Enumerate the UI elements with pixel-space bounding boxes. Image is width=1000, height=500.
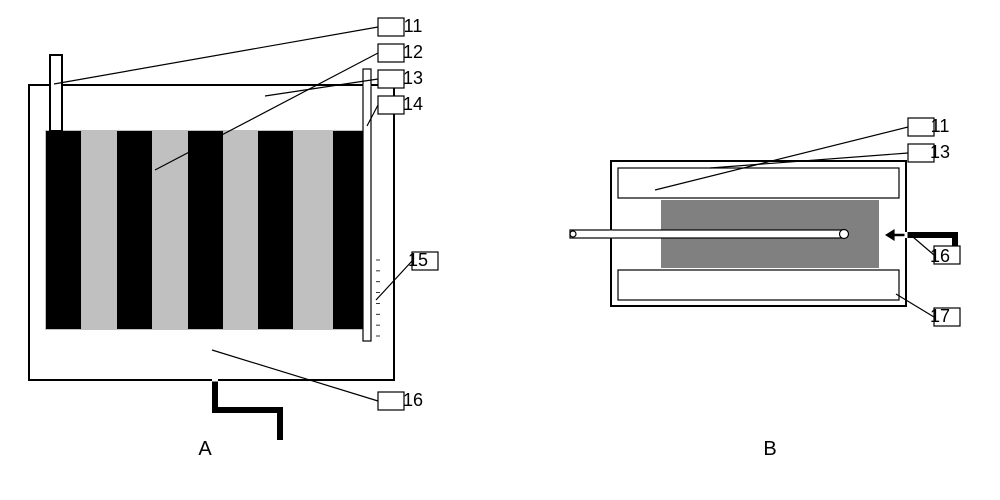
view-b: B	[570, 161, 955, 460]
side-bottom-slab	[618, 270, 899, 300]
gas-inlet-a-wall-cut	[212, 379, 218, 382]
view-b-label: B	[763, 438, 776, 460]
ref-box-a-14	[378, 96, 404, 114]
side-probe-tip	[840, 230, 849, 239]
ref-leader-a-11	[54, 27, 378, 84]
electrode-bar-2	[117, 131, 152, 329]
view-a-label: A	[198, 438, 212, 460]
electrode-bar-4	[258, 131, 293, 329]
ref-box-a-13	[378, 70, 404, 88]
ref-label-a-12: 12	[403, 42, 423, 62]
ref-label-b-11: 11	[931, 116, 950, 136]
ref-box-a-12	[378, 44, 404, 62]
ref-label-a-11: 11	[404, 16, 423, 36]
side-probe-wall-cut	[610, 231, 613, 238]
ref-box-a-16	[378, 392, 404, 410]
thermo-wall-cut	[364, 84, 371, 87]
ref-label-b-16: 16	[930, 246, 950, 266]
side-top-slab	[618, 168, 899, 198]
electrode-bar-1	[46, 131, 81, 329]
left-lead-wall-cut	[51, 84, 61, 87]
ref-label-a-14: 14	[403, 94, 423, 114]
thermometer-tube	[363, 69, 371, 341]
left-lead-terminal	[50, 55, 62, 131]
ref-label-a-13: 13	[403, 68, 423, 88]
diagram-canvas: A111213141516B11131617	[0, 0, 1000, 500]
ref-label-a-15: 15	[408, 250, 428, 270]
gas-inlet-b-wall-cut	[905, 232, 908, 238]
gas-inlet-a-pipe	[215, 380, 280, 440]
ref-label-b-13: 13	[930, 142, 950, 162]
ref-box-a-11	[378, 18, 404, 36]
electrode-bar-3	[188, 131, 223, 329]
ref-label-a-16: 16	[403, 390, 423, 410]
view-a: A	[29, 55, 394, 460]
